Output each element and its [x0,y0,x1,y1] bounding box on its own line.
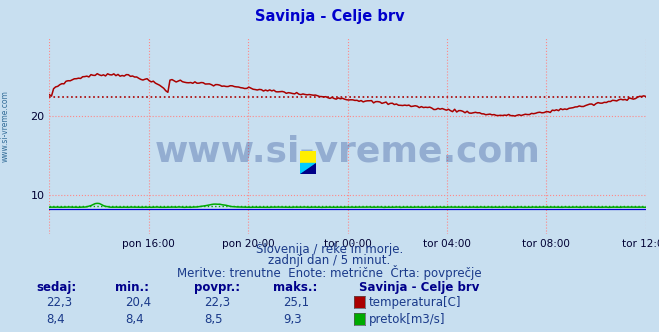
Text: 20,4: 20,4 [125,296,152,309]
Text: temperatura[C]: temperatura[C] [369,296,461,309]
Text: 25,1: 25,1 [283,296,310,309]
Text: 9,3: 9,3 [283,313,302,326]
Text: 8,4: 8,4 [46,313,65,326]
Text: min.:: min.: [115,281,150,293]
Text: Savinja - Celje brv: Savinja - Celje brv [359,281,480,293]
Text: 8,4: 8,4 [125,313,144,326]
Polygon shape [300,163,316,174]
Text: 8,5: 8,5 [204,313,223,326]
Text: povpr.:: povpr.: [194,281,241,293]
Text: pretok[m3/s]: pretok[m3/s] [369,313,445,326]
Text: Savinja - Celje brv: Savinja - Celje brv [254,9,405,24]
Polygon shape [300,163,316,174]
Text: zadnji dan / 5 minut.: zadnji dan / 5 minut. [268,254,391,267]
Text: Slovenija / reke in morje.: Slovenija / reke in morje. [256,243,403,256]
Text: www.si-vreme.com: www.si-vreme.com [155,134,540,168]
Text: sedaj:: sedaj: [36,281,76,293]
Text: Meritve: trenutne  Enote: metrične  Črta: povprečje: Meritve: trenutne Enote: metrične Črta: … [177,265,482,280]
Text: www.si-vreme.com: www.si-vreme.com [1,90,10,162]
Text: maks.:: maks.: [273,281,318,293]
Text: 22,3: 22,3 [46,296,72,309]
Text: 22,3: 22,3 [204,296,231,309]
Polygon shape [300,151,316,163]
